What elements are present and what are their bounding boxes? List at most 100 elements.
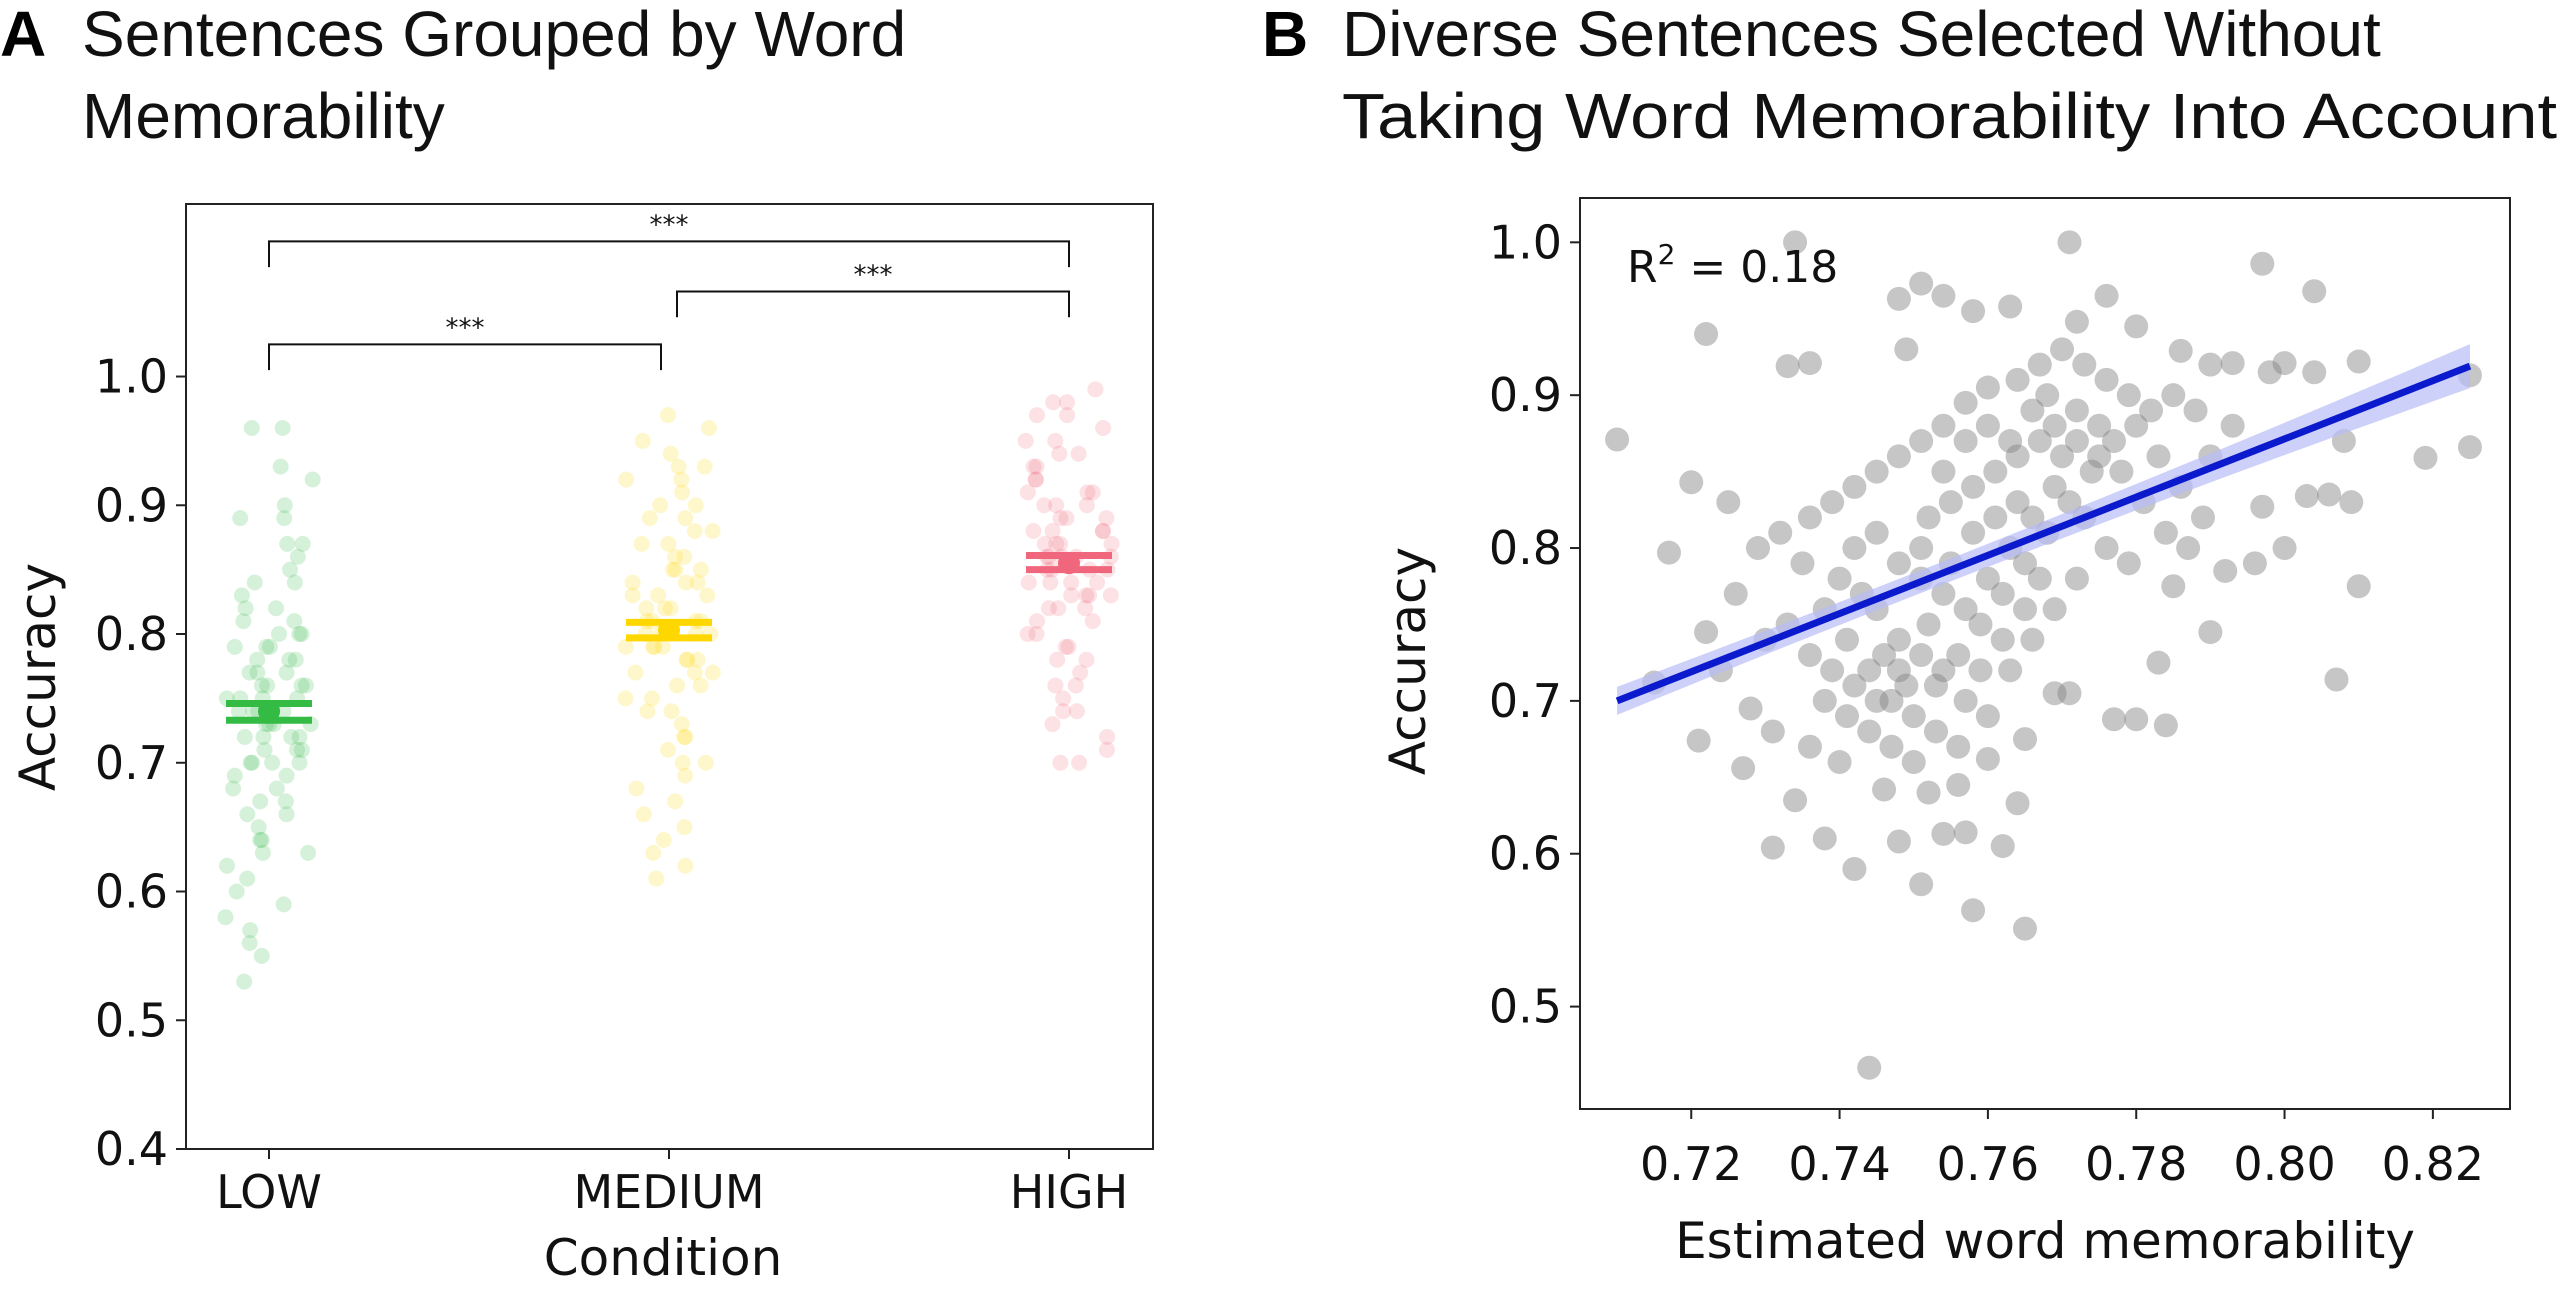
- strip-point: [1044, 716, 1061, 733]
- strip-point: [287, 651, 304, 668]
- y-tick-label: 0.8: [95, 607, 168, 661]
- scatter-point: [2116, 551, 2141, 576]
- scatter-point: [2146, 650, 2171, 675]
- scatter-point: [1879, 734, 1904, 759]
- strip-point: [641, 510, 658, 527]
- significance-bracket: [268, 343, 662, 371]
- strip-point: [650, 587, 667, 604]
- strip-point: [673, 471, 690, 488]
- panel-b-y-axis-label: Accuracy: [1379, 547, 1437, 775]
- strip-point: [659, 741, 676, 758]
- strip-point: [256, 741, 273, 758]
- scatter-point: [1916, 780, 1941, 805]
- scatter-point: [2057, 230, 2082, 255]
- scatter-point: [2094, 367, 2119, 392]
- x-tick-label: 0.72: [1640, 1137, 1742, 1191]
- strip-point: [645, 844, 662, 861]
- scatter-point: [1975, 566, 2000, 591]
- strip-point: [617, 690, 634, 707]
- scatter-point: [1901, 704, 1926, 729]
- strip-point: [700, 420, 717, 437]
- y-tick-label: 0.5: [95, 993, 168, 1047]
- panel-a-title-line-2: Memorability: [82, 80, 445, 152]
- scatter-point: [2020, 398, 2045, 423]
- regression-confidence-band: [1617, 344, 2470, 715]
- scatter-point: [1968, 658, 1993, 683]
- scatter-point: [2072, 352, 2097, 377]
- scatter-point: [2012, 597, 2037, 622]
- scatter-point: [2272, 536, 2297, 561]
- strip-point: [1063, 574, 1080, 591]
- y-tick-label: 1.0: [95, 350, 168, 404]
- scatter-point: [2413, 445, 2438, 470]
- scatter-point: [1938, 490, 1963, 515]
- panel-b-x-axis-label: Estimated word memorability: [1675, 1212, 2415, 1270]
- scatter-point: [1723, 581, 1748, 606]
- panel-a-x-axis-label: Condition: [544, 1229, 783, 1287]
- scatter-point: [1775, 354, 1800, 379]
- strip-point: [1028, 613, 1045, 630]
- strip-point: [655, 832, 672, 849]
- strip-point: [275, 703, 292, 720]
- scatter-point: [2005, 444, 2030, 469]
- scatter-point: [1998, 429, 2023, 454]
- strip-point: [1094, 523, 1111, 540]
- scatter-point: [2087, 444, 2112, 469]
- strip-point: [275, 896, 292, 913]
- scatter-point: [2057, 490, 2082, 515]
- strip-point: [663, 703, 680, 720]
- scatter-point: [1842, 474, 1867, 499]
- strip-point: [679, 651, 696, 668]
- strip-point: [1049, 651, 1066, 668]
- strip-point: [233, 587, 250, 604]
- scatter-point: [1961, 474, 1986, 499]
- strip-point: [1067, 677, 1084, 694]
- strip-point: [276, 510, 293, 527]
- scatter-point: [1909, 872, 1934, 897]
- panel-b-title-line-1: Diverse Sentences Selected Without: [1342, 0, 2381, 70]
- strip-point: [1094, 523, 1111, 540]
- scatter-point: [2064, 566, 2089, 591]
- scatter-point: [2146, 444, 2171, 469]
- strip-point: [219, 857, 236, 874]
- scatter-point: [2257, 360, 2282, 385]
- scatter-point: [1834, 627, 1859, 652]
- strip-point: [230, 703, 247, 720]
- scatter-point: [1946, 734, 1971, 759]
- strip-point: [1078, 651, 1095, 668]
- strip-point: [689, 574, 706, 591]
- strip-point: [236, 973, 253, 990]
- strip-point: [628, 780, 645, 797]
- strip-point: [1070, 445, 1087, 462]
- scatter-point: [1909, 643, 1934, 668]
- scatter-point: [1820, 658, 1845, 683]
- scatter-point: [1857, 658, 1882, 683]
- scatter-point: [1961, 299, 1986, 324]
- strip-point: [1095, 420, 1112, 437]
- strip-point: [1019, 626, 1036, 643]
- strip-point: [277, 793, 294, 810]
- scatter-point: [2035, 383, 2060, 408]
- scatter-point: [2198, 352, 2223, 377]
- scatter-point: [1760, 835, 1785, 860]
- scatter-point: [1834, 704, 1859, 729]
- strip-point: [697, 754, 714, 771]
- strip-point: [281, 651, 298, 668]
- scatter-point: [1916, 505, 1941, 530]
- strip-point: [286, 613, 303, 630]
- strip-point: [704, 664, 721, 681]
- scatter-point: [1842, 673, 1867, 698]
- strip-point: [1071, 754, 1088, 771]
- scatter-point: [1953, 688, 1978, 713]
- scatter-point: [2324, 667, 2349, 692]
- scatter-point: [2116, 383, 2141, 408]
- panel-b-letter: B: [1262, 0, 1308, 70]
- y-tick-label: 0.6: [1489, 827, 1562, 881]
- strip-point: [255, 729, 272, 746]
- strip-point: [1052, 510, 1069, 527]
- scatter-point: [1790, 551, 1815, 576]
- panel-a-letter: A: [0, 0, 46, 70]
- strip-point: [676, 548, 693, 565]
- scatter-point: [1842, 536, 1867, 561]
- scatter-point: [1783, 230, 1808, 255]
